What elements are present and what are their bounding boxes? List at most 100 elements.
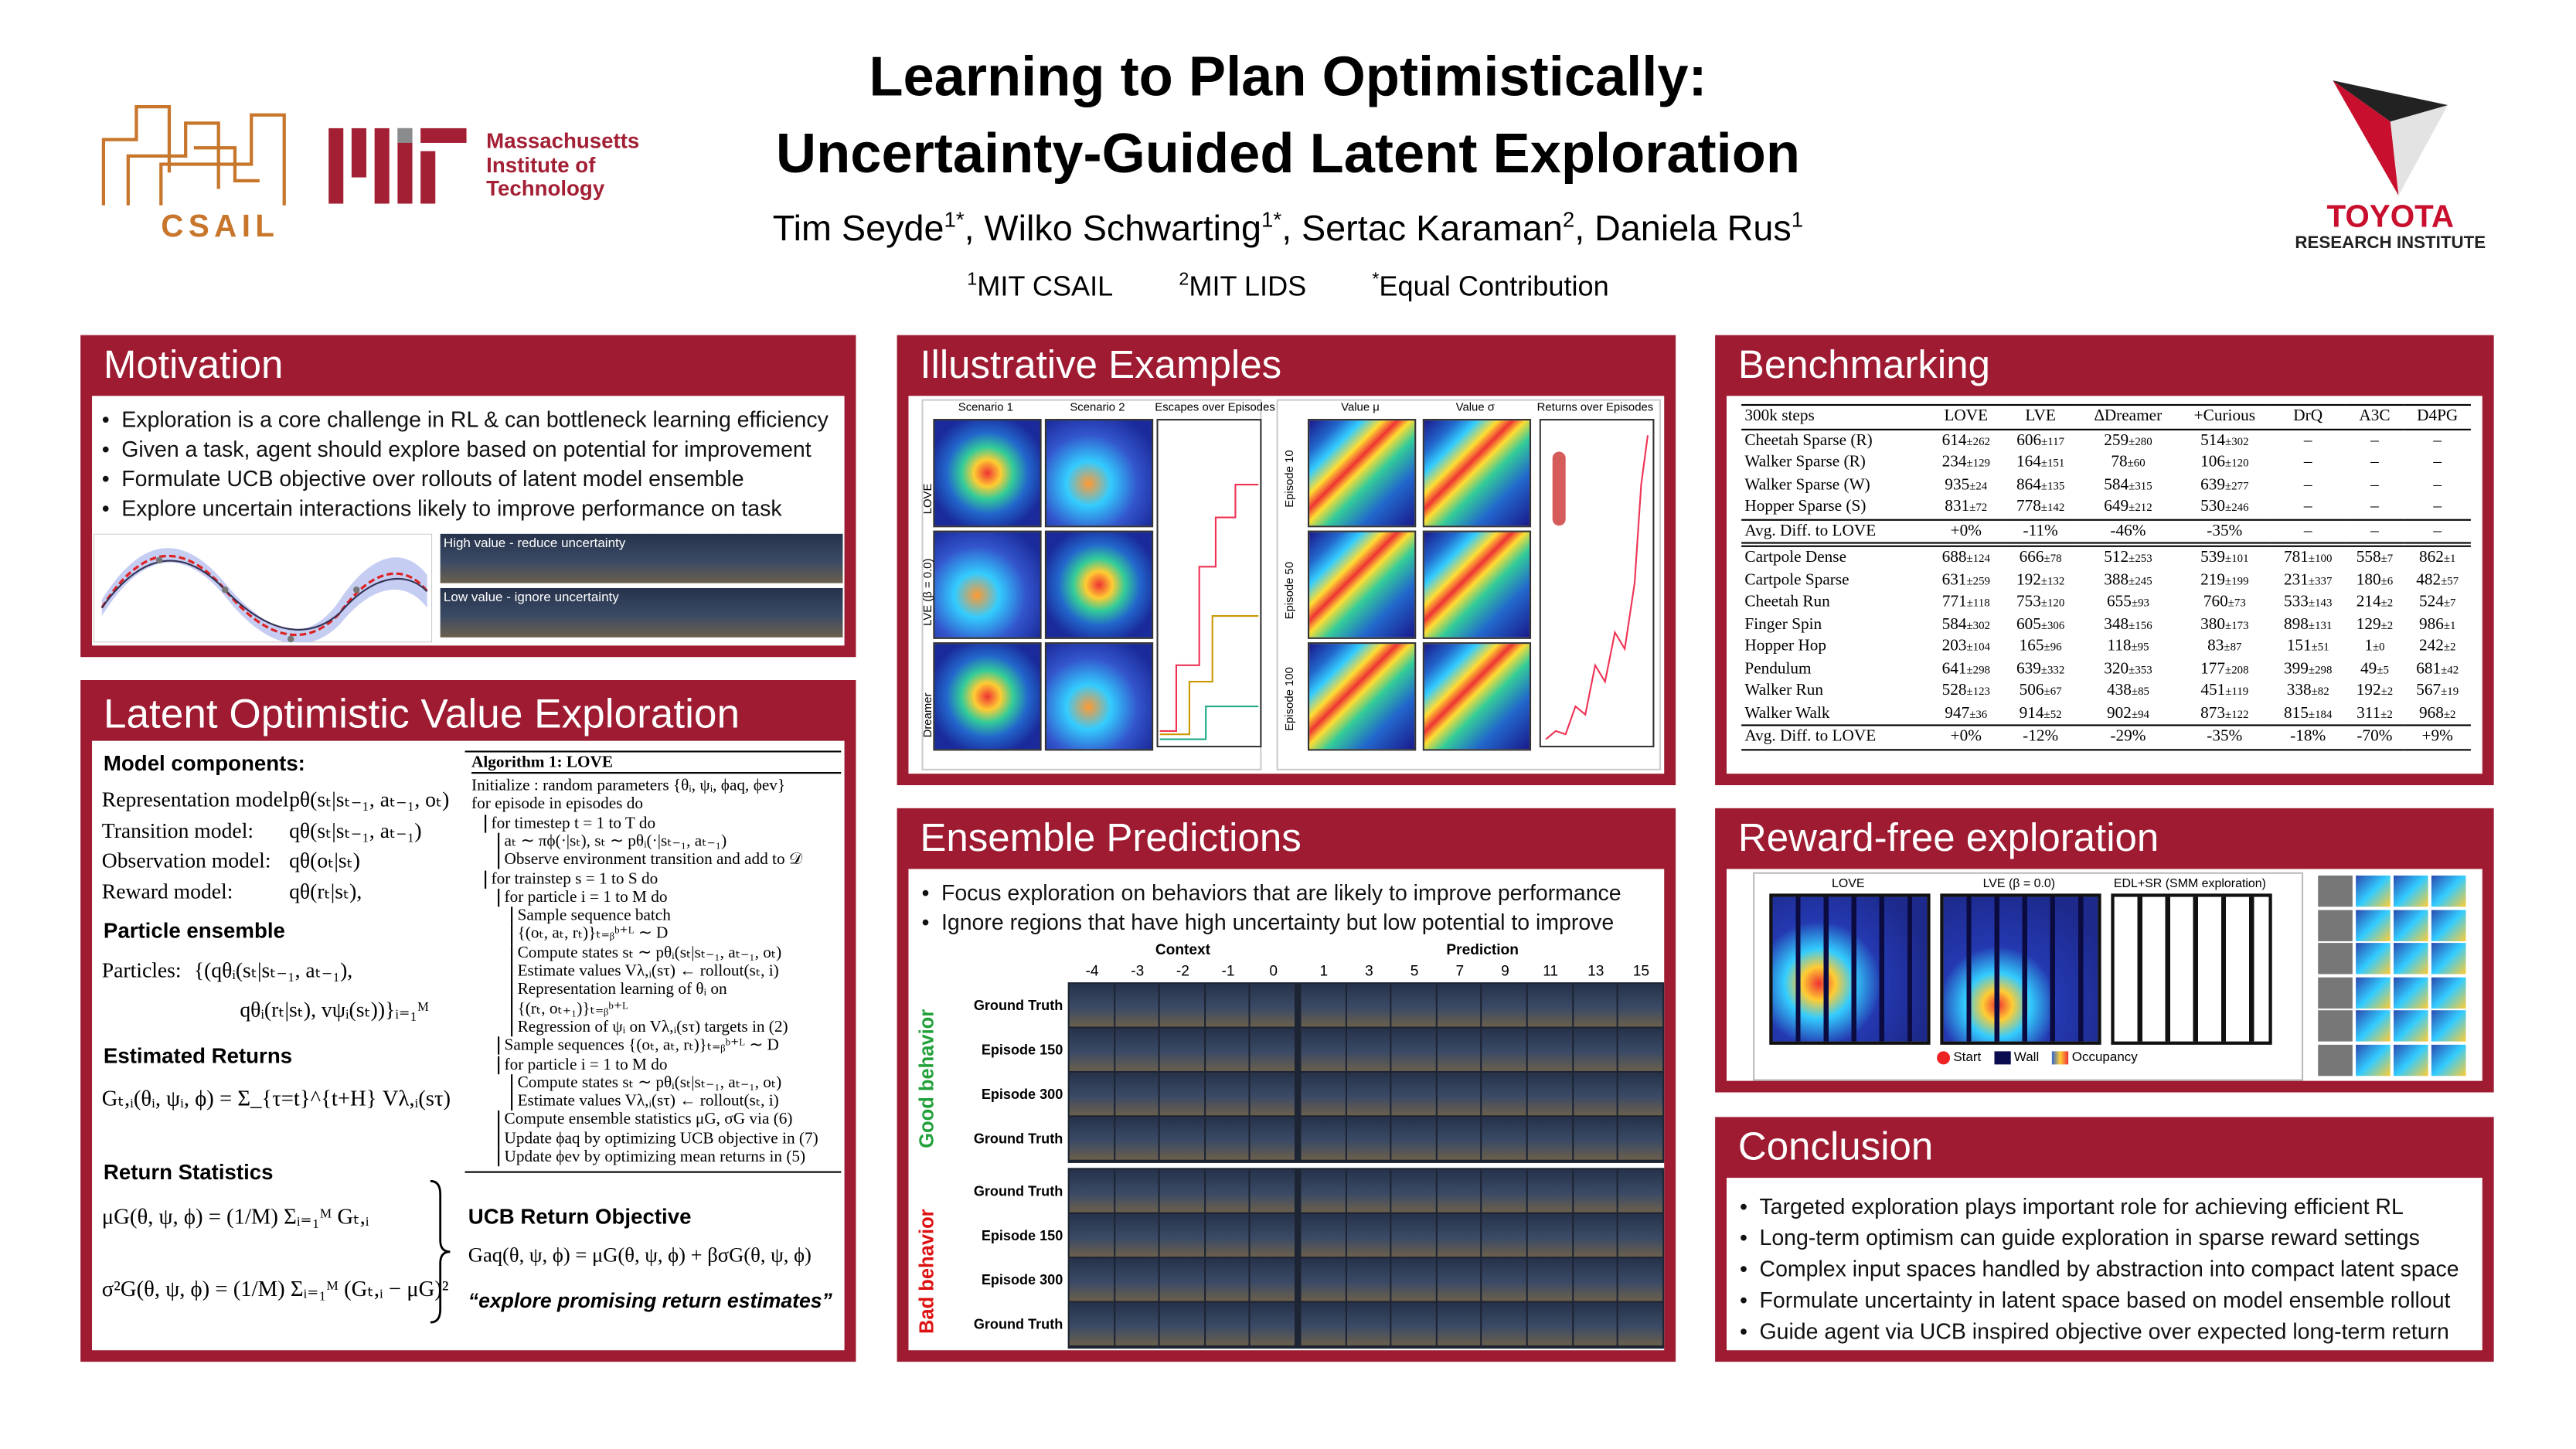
frame-image xyxy=(1114,1258,1159,1301)
cell-value: 873 xyxy=(2200,704,2226,723)
cell-std: ±332 xyxy=(2040,663,2065,677)
cell-value: 311 xyxy=(2357,704,2381,723)
bullet-list: Focus exploration on behaviors that are … xyxy=(918,879,1621,938)
frame-image xyxy=(1482,1169,1526,1213)
cell-value: 506 xyxy=(2019,682,2044,701)
frame-image xyxy=(1160,1028,1204,1071)
frame-image xyxy=(1618,1258,1662,1301)
cell-value: – xyxy=(2303,498,2312,516)
cell-std: ±51 xyxy=(2311,641,2329,655)
cell-std: ±1 xyxy=(2443,618,2456,632)
algorithm-title: Algorithm 1: LOVE xyxy=(471,754,842,774)
frame-image xyxy=(1391,1258,1436,1301)
cell-std: ±262 xyxy=(1966,434,1990,448)
table-cell: 118±95 xyxy=(2077,636,2178,658)
cell-value: 49 xyxy=(2360,659,2377,679)
cell-value: 151 xyxy=(2286,638,2312,656)
table-cell: 605±306 xyxy=(2003,614,2077,636)
author-sup: 1 xyxy=(1791,206,1804,232)
cell-std: ±173 xyxy=(2225,618,2249,632)
frame-image xyxy=(1346,1028,1390,1071)
frame-image xyxy=(1391,1213,1436,1257)
table-cell: 681±42 xyxy=(2404,658,2471,680)
cell-std: ±122 xyxy=(2225,707,2249,721)
table-cell: 753±120 xyxy=(2003,591,2077,614)
frame-image xyxy=(1251,1169,1295,1213)
block-label: Bad behavior xyxy=(914,1209,938,1334)
cell-value: 902 xyxy=(2107,704,2132,723)
cell-value: 528 xyxy=(1941,682,1967,701)
group-label: Context xyxy=(1155,940,1211,958)
cell-value: – xyxy=(2370,454,2379,472)
cell-value: 760 xyxy=(2203,593,2228,612)
cell-value: 778 xyxy=(2016,498,2041,516)
table-cell: 151±51 xyxy=(2271,636,2345,658)
header-row: 300k steps LOVE LVE ∆Dreamer +Curious DrQ A3C D… xyxy=(1741,404,2471,429)
section-title: Latent Optimistic Value Exploration xyxy=(103,691,740,738)
cell-value: 438 xyxy=(2107,682,2132,701)
heatmap-image xyxy=(933,642,1042,751)
frame-image xyxy=(1618,1073,1662,1116)
table-cell: 438±85 xyxy=(2077,680,2178,702)
toyota-logo-text: TOYOTA xyxy=(2326,200,2455,235)
cell-value: 524 xyxy=(2418,593,2444,612)
frame-image xyxy=(1527,1117,1572,1160)
heatmap-image xyxy=(933,530,1042,639)
toyota-logo-graphic xyxy=(2333,80,2448,196)
section-title: Reward-free exploration xyxy=(1737,816,2159,861)
toyota-logo-subtext: RESEARCH INSTITUTE xyxy=(2295,233,2486,253)
cell-std: ±95 xyxy=(2131,641,2149,655)
header-cell: LOVE xyxy=(1944,407,1989,427)
frame-image xyxy=(1069,1117,1114,1160)
cell-value: 567 xyxy=(2416,682,2442,701)
table-row: Finger Spin 584±302 605±306 348±156 380±173 8… xyxy=(1741,614,2471,636)
table-cell: 380±173 xyxy=(2179,614,2271,636)
subheading: Return Statistics xyxy=(103,1159,274,1185)
cell-std: ±2 xyxy=(2380,597,2394,611)
header-cell: 300k steps xyxy=(1744,407,1815,427)
bullet: Exploration is a core challenge in RL & … xyxy=(99,406,829,435)
frame-image xyxy=(1069,1073,1114,1116)
column-label: Scenario 1 xyxy=(958,402,1013,414)
table-cell: 512±253 xyxy=(2077,545,2178,570)
heatmap-image xyxy=(1422,642,1532,751)
frame-image xyxy=(1160,1169,1204,1213)
table-cell: 524±7 xyxy=(2404,591,2471,614)
table-cell: – xyxy=(2345,452,2404,474)
bullet: Formulate UCB objective over rollouts of… xyxy=(99,465,829,495)
motivation-panel: Motivation Exploration is a core challen… xyxy=(80,335,856,658)
tile-image xyxy=(2393,1043,2428,1076)
frame-image xyxy=(1160,1073,1204,1116)
row-label: Avg. Diff. to LOVE xyxy=(1744,728,1877,747)
table-cell: -12% xyxy=(2003,725,2077,749)
frame-image xyxy=(1160,984,1204,1027)
panel-body: Targeted exploration plays important rol… xyxy=(1727,1178,2482,1351)
table-cell: 935±24 xyxy=(1929,474,2003,496)
cell-value: 78 xyxy=(2111,454,2128,472)
cell-value: 815 xyxy=(2284,704,2309,723)
cell-value: – xyxy=(2370,522,2379,540)
tile-image xyxy=(2356,1010,2391,1042)
table-row: Cartpole Sparse 631±259 192±132 388±245 219±… xyxy=(1741,570,2471,592)
row-label: LOVE xyxy=(923,483,935,515)
frame-image xyxy=(1251,1028,1295,1071)
algorithm-line: Observe environment transition and add t… xyxy=(498,851,802,870)
table-cell: 914±52 xyxy=(2003,702,2077,726)
frame-image xyxy=(1069,1169,1114,1213)
figure-frame xyxy=(1276,399,1661,770)
author-name: Tim Seyde xyxy=(772,207,944,249)
step-label: 13 xyxy=(1587,962,1604,979)
bullet: Guide agent via UCB inspired objective o… xyxy=(1737,1316,2459,1347)
table-cell: 451±119 xyxy=(2179,680,2271,702)
cell-std: ±87 xyxy=(2224,641,2242,655)
cell-std: ±129 xyxy=(1966,457,1990,471)
cell-std: ±7 xyxy=(2443,597,2456,611)
table-cell: 639±332 xyxy=(2003,658,2077,680)
cell-value: 129 xyxy=(2356,615,2381,634)
tile-image xyxy=(2431,875,2466,907)
uncertainty-plot xyxy=(94,533,433,643)
label: Particles: xyxy=(101,957,182,983)
table-cell: -46% xyxy=(2077,519,2178,545)
panel-title: LVE (β = 0.0) xyxy=(1982,875,2056,891)
cell-value: -12% xyxy=(2023,728,2059,747)
